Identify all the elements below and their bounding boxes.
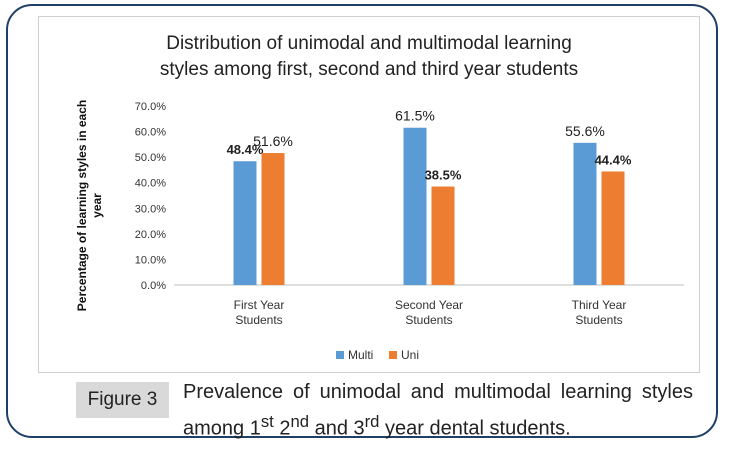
bar-multi-0 <box>233 161 257 285</box>
y-axis-label: Percentage of learning styles in eachyea… <box>75 100 104 311</box>
data-label-multi-0: 48.4% <box>227 142 264 157</box>
y-tick-label: 30.0% <box>135 203 166 215</box>
x-tick-label: Third Year <box>572 298 627 312</box>
caption-prefix: Prevalence of unimodal and multimodal le… <box>183 381 693 440</box>
caption-suffix: year dental students. <box>379 417 571 440</box>
y-tick-label: 60.0% <box>135 127 166 139</box>
x-tick-label: Second Year <box>395 298 463 312</box>
caption-text: Prevalence of unimodal and multimodal le… <box>183 378 693 444</box>
bar-multi-1 <box>403 127 427 285</box>
x-tick-label: First Year <box>234 298 285 312</box>
caption-sup-st: st <box>260 412 274 431</box>
y-tick-label: 10.0% <box>135 254 166 266</box>
x-tick-label: Students <box>235 313 282 327</box>
chart-title-line: styles among first, second and third yea… <box>160 59 578 80</box>
legend-swatch-multi <box>336 351 344 359</box>
y-axis-label-line: year <box>90 193 104 218</box>
bar-multi-2 <box>573 142 597 285</box>
y-tick-label: 70.0% <box>135 101 166 113</box>
chart-title-line: Distribution of unimodal and multimodal … <box>166 33 572 54</box>
chart-container: Distribution of unimodal and multimodal … <box>38 16 700 373</box>
y-tick-label: 40.0% <box>135 178 166 190</box>
y-tick-label: 20.0% <box>135 229 166 241</box>
y-tick-label: 50.0% <box>135 152 166 164</box>
caption-sup-nd: nd <box>290 412 310 431</box>
x-tick-label: Students <box>575 313 622 327</box>
data-label-uni-2: 44.4% <box>595 152 632 167</box>
bar-uni-0 <box>261 153 285 285</box>
bar-uni-2 <box>601 171 625 285</box>
bar-chart: Distribution of unimodal and multimodal … <box>75 33 684 362</box>
caption-sup-rd: rd <box>364 412 380 431</box>
data-label-multi-2: 55.6% <box>565 123 605 139</box>
bar-uni-1 <box>431 186 455 285</box>
x-tick-label: Students <box>405 313 452 327</box>
legend-swatch-uni <box>389 351 397 359</box>
data-label-multi-1: 61.5% <box>395 108 435 124</box>
y-tick-label: 0.0% <box>141 280 166 292</box>
figure-label: Figure 3 <box>76 382 169 418</box>
caption-mid-1: 2 <box>273 417 291 440</box>
data-label-uni-1: 38.5% <box>425 168 462 183</box>
y-axis-label-line: Percentage of learning styles in each <box>75 100 89 311</box>
data-label-uni-0: 51.6% <box>253 133 293 149</box>
figure-frame: Distribution of unimodal and multimodal … <box>6 4 718 440</box>
caption-mid-2: and 3 <box>309 417 365 440</box>
legend-label-uni: Uni <box>401 348 419 362</box>
legend-label-multi: Multi <box>348 348 373 362</box>
